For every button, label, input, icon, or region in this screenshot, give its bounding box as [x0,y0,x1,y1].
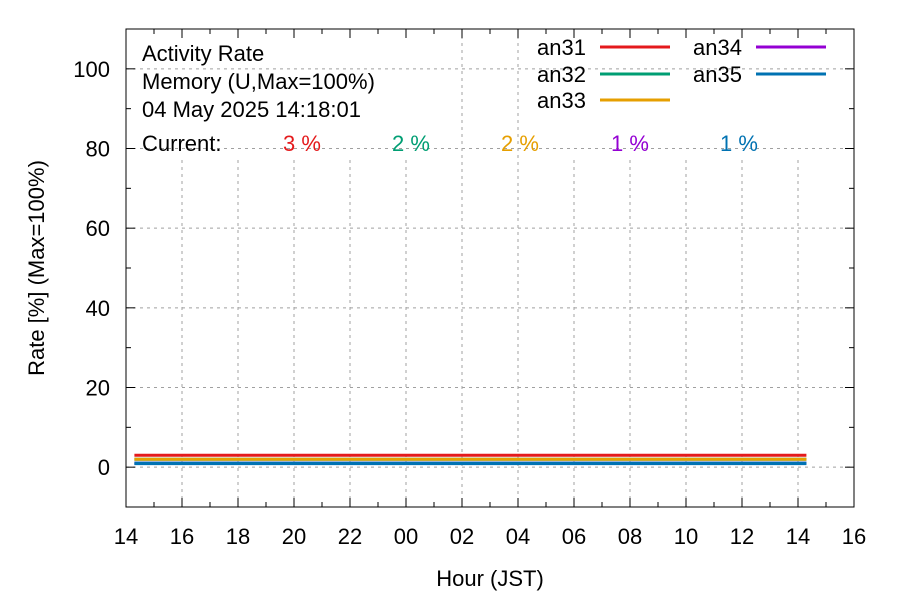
x-tick-label: 06 [562,524,586,549]
x-tick-label: 20 [282,524,306,549]
x-tick-label: 16 [170,524,194,549]
x-tick-label: 14 [786,524,810,549]
x-axis-label: Hour (JST) [436,566,544,591]
title-line-2: Memory (U,Max=100%) [142,69,375,94]
y-axis-label: Rate [%] (Max=100%) [24,160,49,376]
y-tick-label: 40 [86,296,110,321]
x-tick-label: 14 [114,524,138,549]
y-tick-label: 60 [86,216,110,241]
x-tick-label: 08 [618,524,642,549]
current-value-an32: 2 % [392,131,430,156]
legend-label-an34: an34 [693,35,742,60]
legend-label-an35: an35 [693,62,742,87]
series-layer [134,453,807,466]
x-tick-label: 18 [226,524,250,549]
plot-frame [125,28,855,508]
axis-layer: 0 20 40 60 80 100 14 16 18 20 22 00 02 04 06 08 10 12 14 16 [73,28,866,549]
legend-label-an31: an31 [537,35,586,60]
legend-label-an32: an32 [537,62,586,87]
y-tick-label: 20 [86,376,110,401]
grid-layer [126,29,854,507]
current-value-an35: 1 % [720,131,758,156]
title-line-3: 04 May 2025 14:18:01 [142,97,361,122]
legend-label-an33: an33 [537,88,586,113]
x-tick-label: 10 [674,524,698,549]
current-value-an34: 1 % [611,131,649,156]
x-tick-label: 22 [338,524,362,549]
y-tick-label: 100 [73,57,110,82]
x-tick-label: 00 [394,524,418,549]
current-values: 3 % 2 % 2 % 1 % 1 % [283,131,758,156]
title-line-1: Activity Rate [142,41,264,66]
x-tick-label: 16 [842,524,866,549]
y-tick-label: 80 [86,137,110,162]
x-tick-label: 04 [506,524,530,549]
x-tick-label: 02 [450,524,474,549]
y-tick-label: 0 [98,455,110,480]
x-tick-label: 12 [730,524,754,549]
current-value-an33: 2 % [501,131,539,156]
current-label: Current: [142,131,221,156]
current-value-an31: 3 % [283,131,321,156]
